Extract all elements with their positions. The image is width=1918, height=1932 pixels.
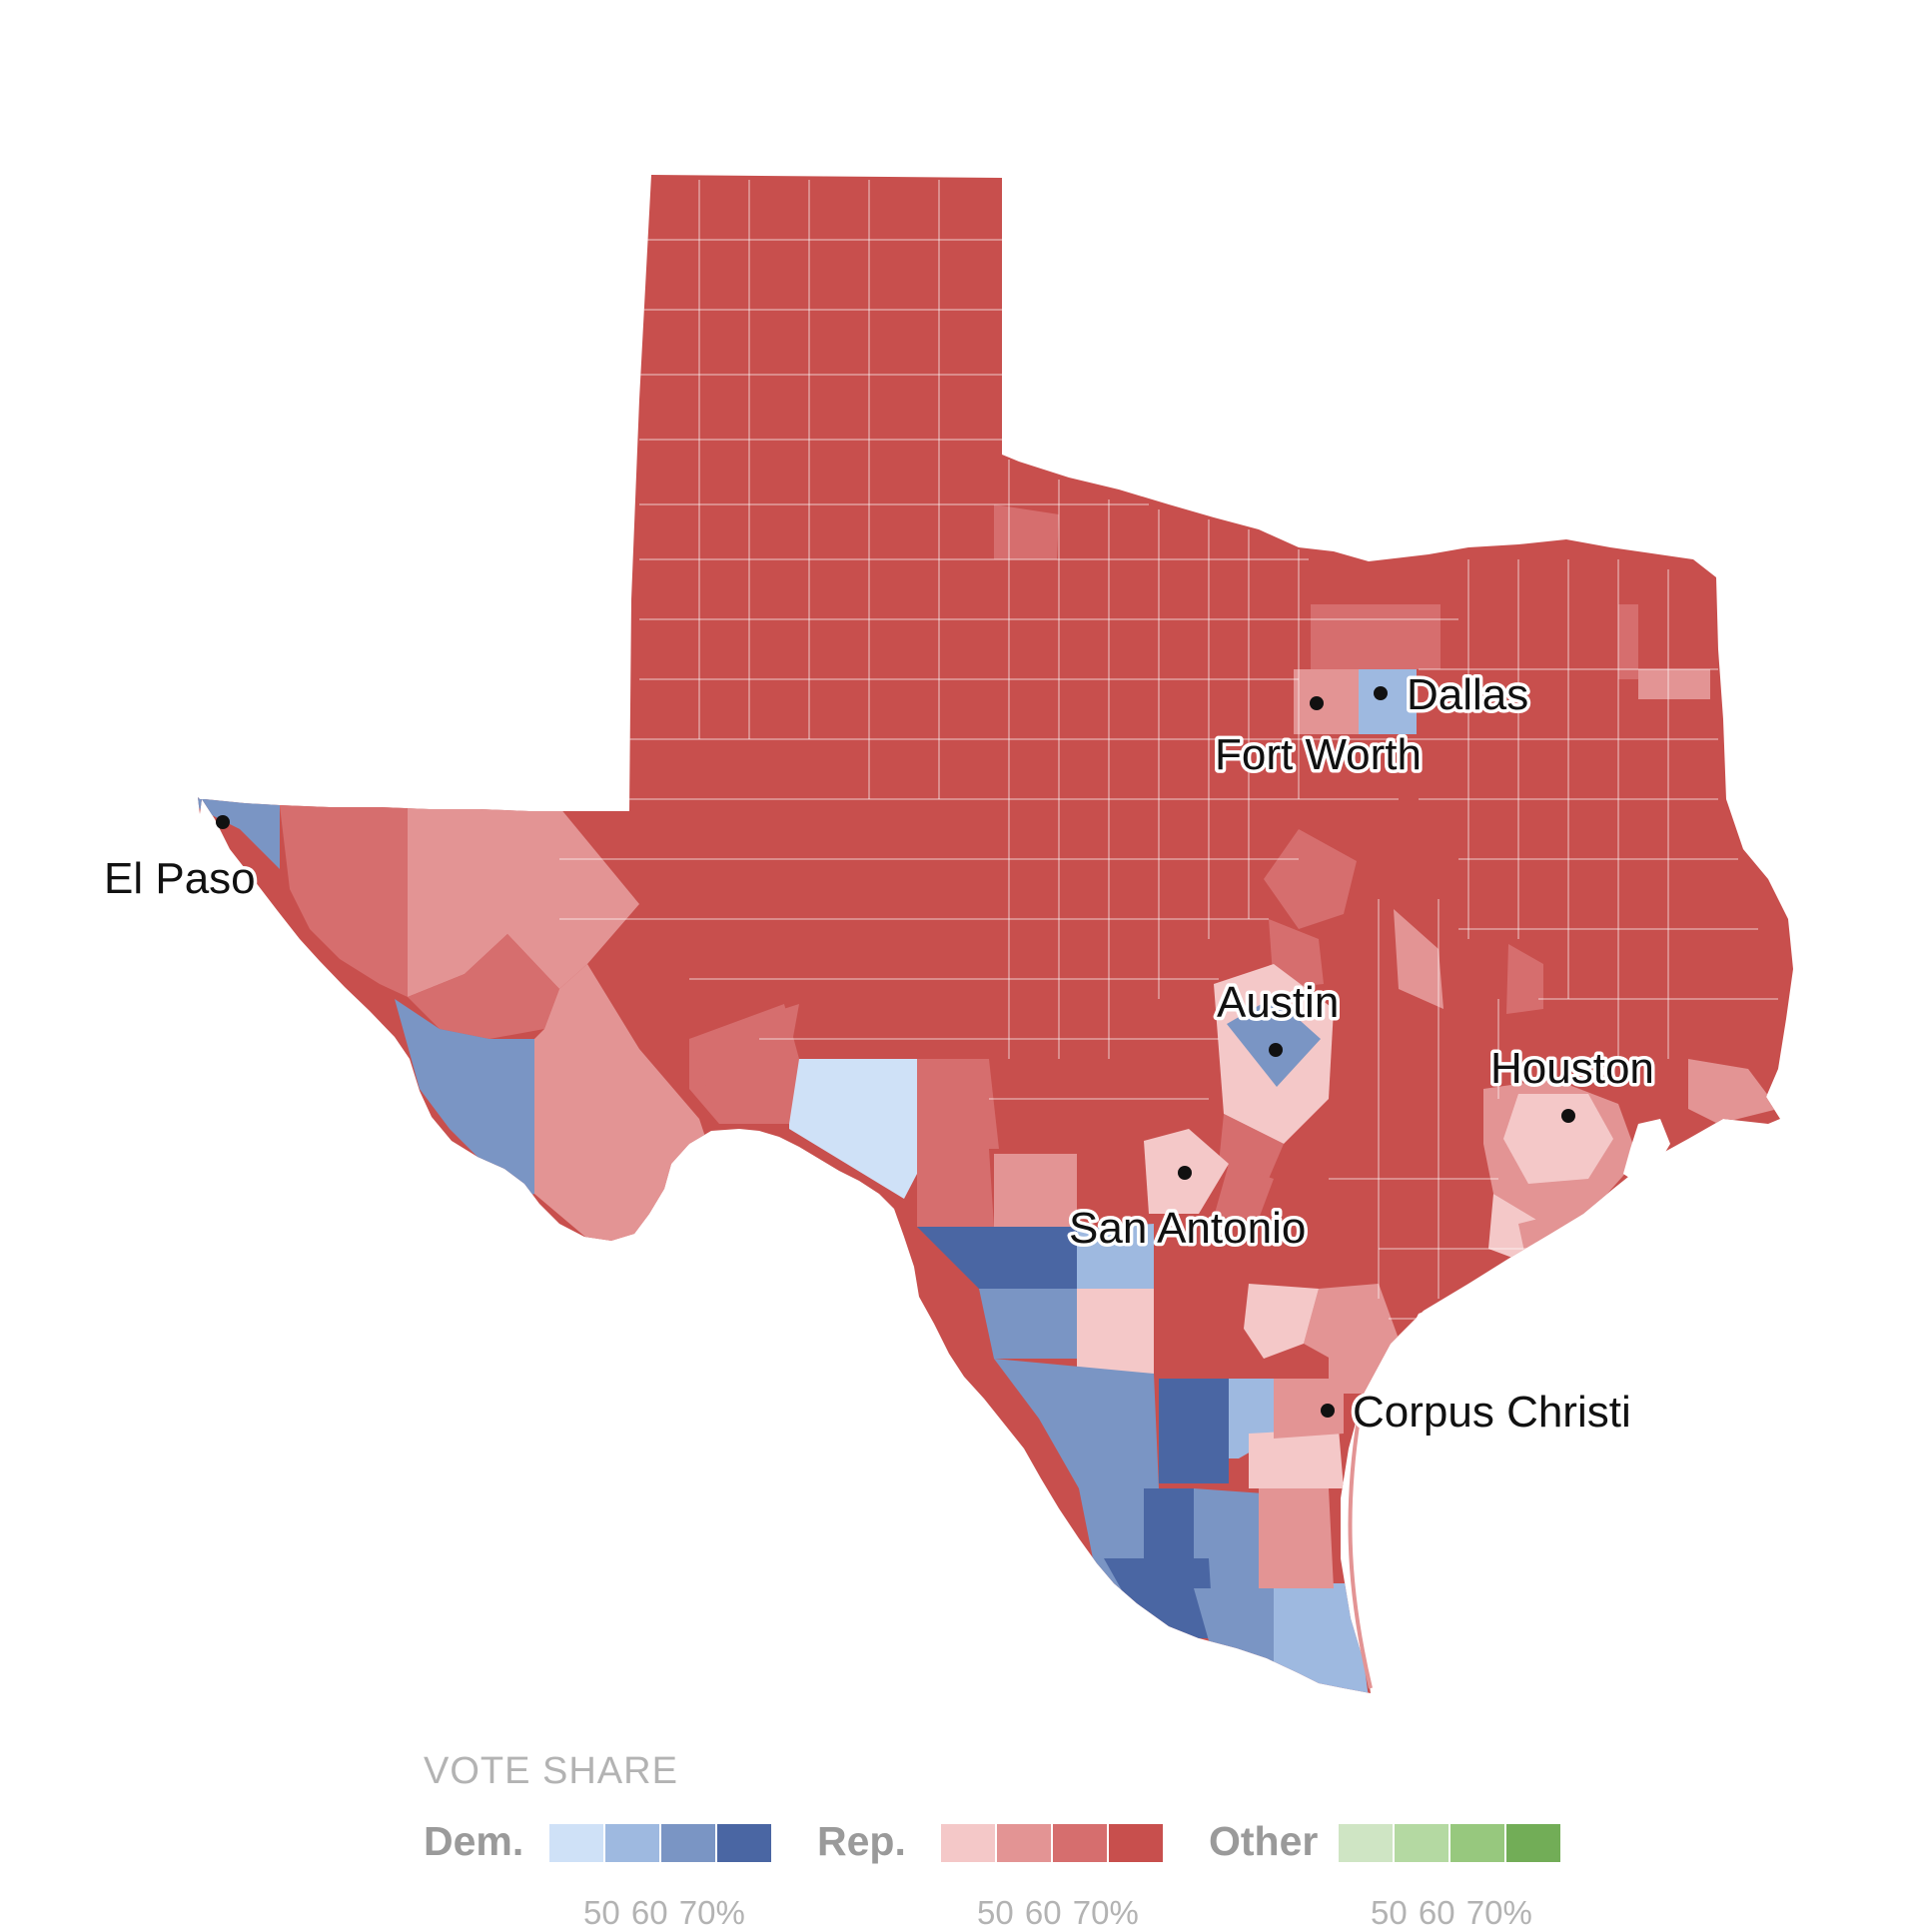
- barrier-island: [1348, 1418, 1373, 1689]
- county-hudspeth: [278, 789, 408, 997]
- legend-swatch: [1109, 1824, 1163, 1862]
- legend-swatch: [1450, 1824, 1504, 1862]
- legend-swatch: [717, 1824, 771, 1862]
- legend-swatch: [549, 1824, 603, 1862]
- county-starr: [1104, 1558, 1214, 1638]
- el-paso-marker[interactable]: [216, 815, 230, 829]
- city-labels: Dallas Fort Worth El Paso Austin Houston…: [101, 667, 1658, 1441]
- county-hunt-light: [1638, 669, 1710, 699]
- legend-swatch: [1395, 1824, 1448, 1862]
- county-frio-area: [994, 1154, 1077, 1227]
- legend-dem-ticks: 50 60 70%: [583, 1894, 745, 1931]
- county-hays-light: [1219, 1114, 1284, 1179]
- county-presidio: [395, 999, 534, 1199]
- county-nueces: [1274, 1379, 1344, 1439]
- county-duval: [1159, 1379, 1229, 1483]
- county-la-salle-area: [1077, 1289, 1154, 1374]
- county-val-verde-area: [789, 1059, 917, 1199]
- county-jim-hogg: [1144, 1488, 1194, 1558]
- county-panhandle-light: [994, 504, 1059, 559]
- corpus-christi-marker[interactable]: [1321, 1404, 1335, 1418]
- county-harris: [1503, 1094, 1613, 1184]
- matagorda-bay: [1404, 1299, 1458, 1344]
- dallas-label: Dallas: [1407, 670, 1528, 719]
- legend-swatch: [997, 1824, 1051, 1862]
- county-reeves: [507, 807, 639, 989]
- san-antonio-marker[interactable]: [1178, 1166, 1192, 1180]
- legend-swatch: [605, 1824, 659, 1862]
- county-el-paso: [198, 789, 280, 869]
- county-nueces-south: [1249, 1429, 1344, 1488]
- grid-h: [539, 239, 1778, 1320]
- county-travis: [1227, 997, 1321, 1087]
- county-jefferson: [1688, 1059, 1778, 1124]
- legend-other-ticks: 50 60 70%: [1371, 1894, 1532, 1931]
- corpus-christi-label: Corpus Christi: [1353, 1388, 1631, 1437]
- galveston-bay: [1623, 1119, 1670, 1184]
- houston-marker[interactable]: [1561, 1109, 1575, 1123]
- county-northeast-light: [1618, 604, 1638, 679]
- county-maverick: [917, 1227, 1077, 1289]
- county-kleberg-kenedy: [1259, 1488, 1334, 1588]
- county-cameron: [1274, 1583, 1369, 1693]
- austin-marker[interactable]: [1269, 1043, 1283, 1057]
- legend-rep-label: Rep.: [817, 1818, 906, 1864]
- legend-dem-label: Dem.: [424, 1818, 524, 1864]
- san-antonio-label: San Antonio: [1069, 1204, 1306, 1253]
- fort-worth-label: Fort Worth: [1215, 730, 1422, 779]
- county-atascosa-area: [1077, 1224, 1154, 1289]
- city-markers: [216, 686, 1575, 1418]
- county-webb: [994, 1359, 1159, 1488]
- county-dfw-north: [1311, 604, 1440, 669]
- county-maverick-north: [917, 1149, 994, 1227]
- county-victoria-area: [1244, 1284, 1319, 1359]
- county-culberson: [408, 804, 507, 997]
- county-angelina: [1506, 944, 1543, 1014]
- legend-swatch: [941, 1824, 995, 1862]
- county-brazos-area: [1394, 909, 1443, 1009]
- legend-other-label: Other: [1209, 1818, 1319, 1864]
- el-paso-label: El Paso: [104, 854, 256, 903]
- austin-label: Austin: [1217, 978, 1339, 1027]
- legend-swatch: [661, 1824, 715, 1862]
- legend-rep-swatches: [941, 1824, 1165, 1862]
- county-borders: [539, 180, 1778, 1320]
- legend-swatch: [1339, 1824, 1393, 1862]
- county-bell: [1264, 829, 1357, 929]
- legend-swatch: [1053, 1824, 1107, 1862]
- county-brooks: [1194, 1488, 1264, 1588]
- county-brewster: [534, 964, 709, 1249]
- legend-rep-ticks: 50 60 70%: [977, 1894, 1139, 1931]
- county-dimmit-zavala: [979, 1289, 1077, 1359]
- fort-worth-marker[interactable]: [1310, 696, 1324, 710]
- legend-other-swatches: [1339, 1824, 1562, 1862]
- county-guadalupe-light: [1214, 1164, 1274, 1219]
- houston-label: Houston: [1490, 1044, 1654, 1093]
- county-dallas: [1359, 669, 1417, 734]
- county-fills: [198, 175, 1793, 1693]
- gulf-bays: [1348, 1119, 1670, 1689]
- legend-dem-swatches: [549, 1824, 773, 1862]
- county-pecos-area: [689, 1004, 799, 1124]
- legend-title: VOTE SHARE: [424, 1750, 678, 1792]
- county-jeff-davis: [408, 934, 559, 1039]
- vote-share-legend: VOTE SHARE Dem. 50 60 70% Rep. 50 60 70%…: [424, 1750, 1622, 1931]
- grid-v: [698, 180, 1669, 1299]
- county-kinney-area: [917, 1059, 999, 1149]
- county-tarrant: [1294, 669, 1359, 734]
- county-hidalgo: [1194, 1588, 1274, 1668]
- dallas-marker[interactable]: [1374, 686, 1388, 700]
- legend-swatch: [1506, 1824, 1560, 1862]
